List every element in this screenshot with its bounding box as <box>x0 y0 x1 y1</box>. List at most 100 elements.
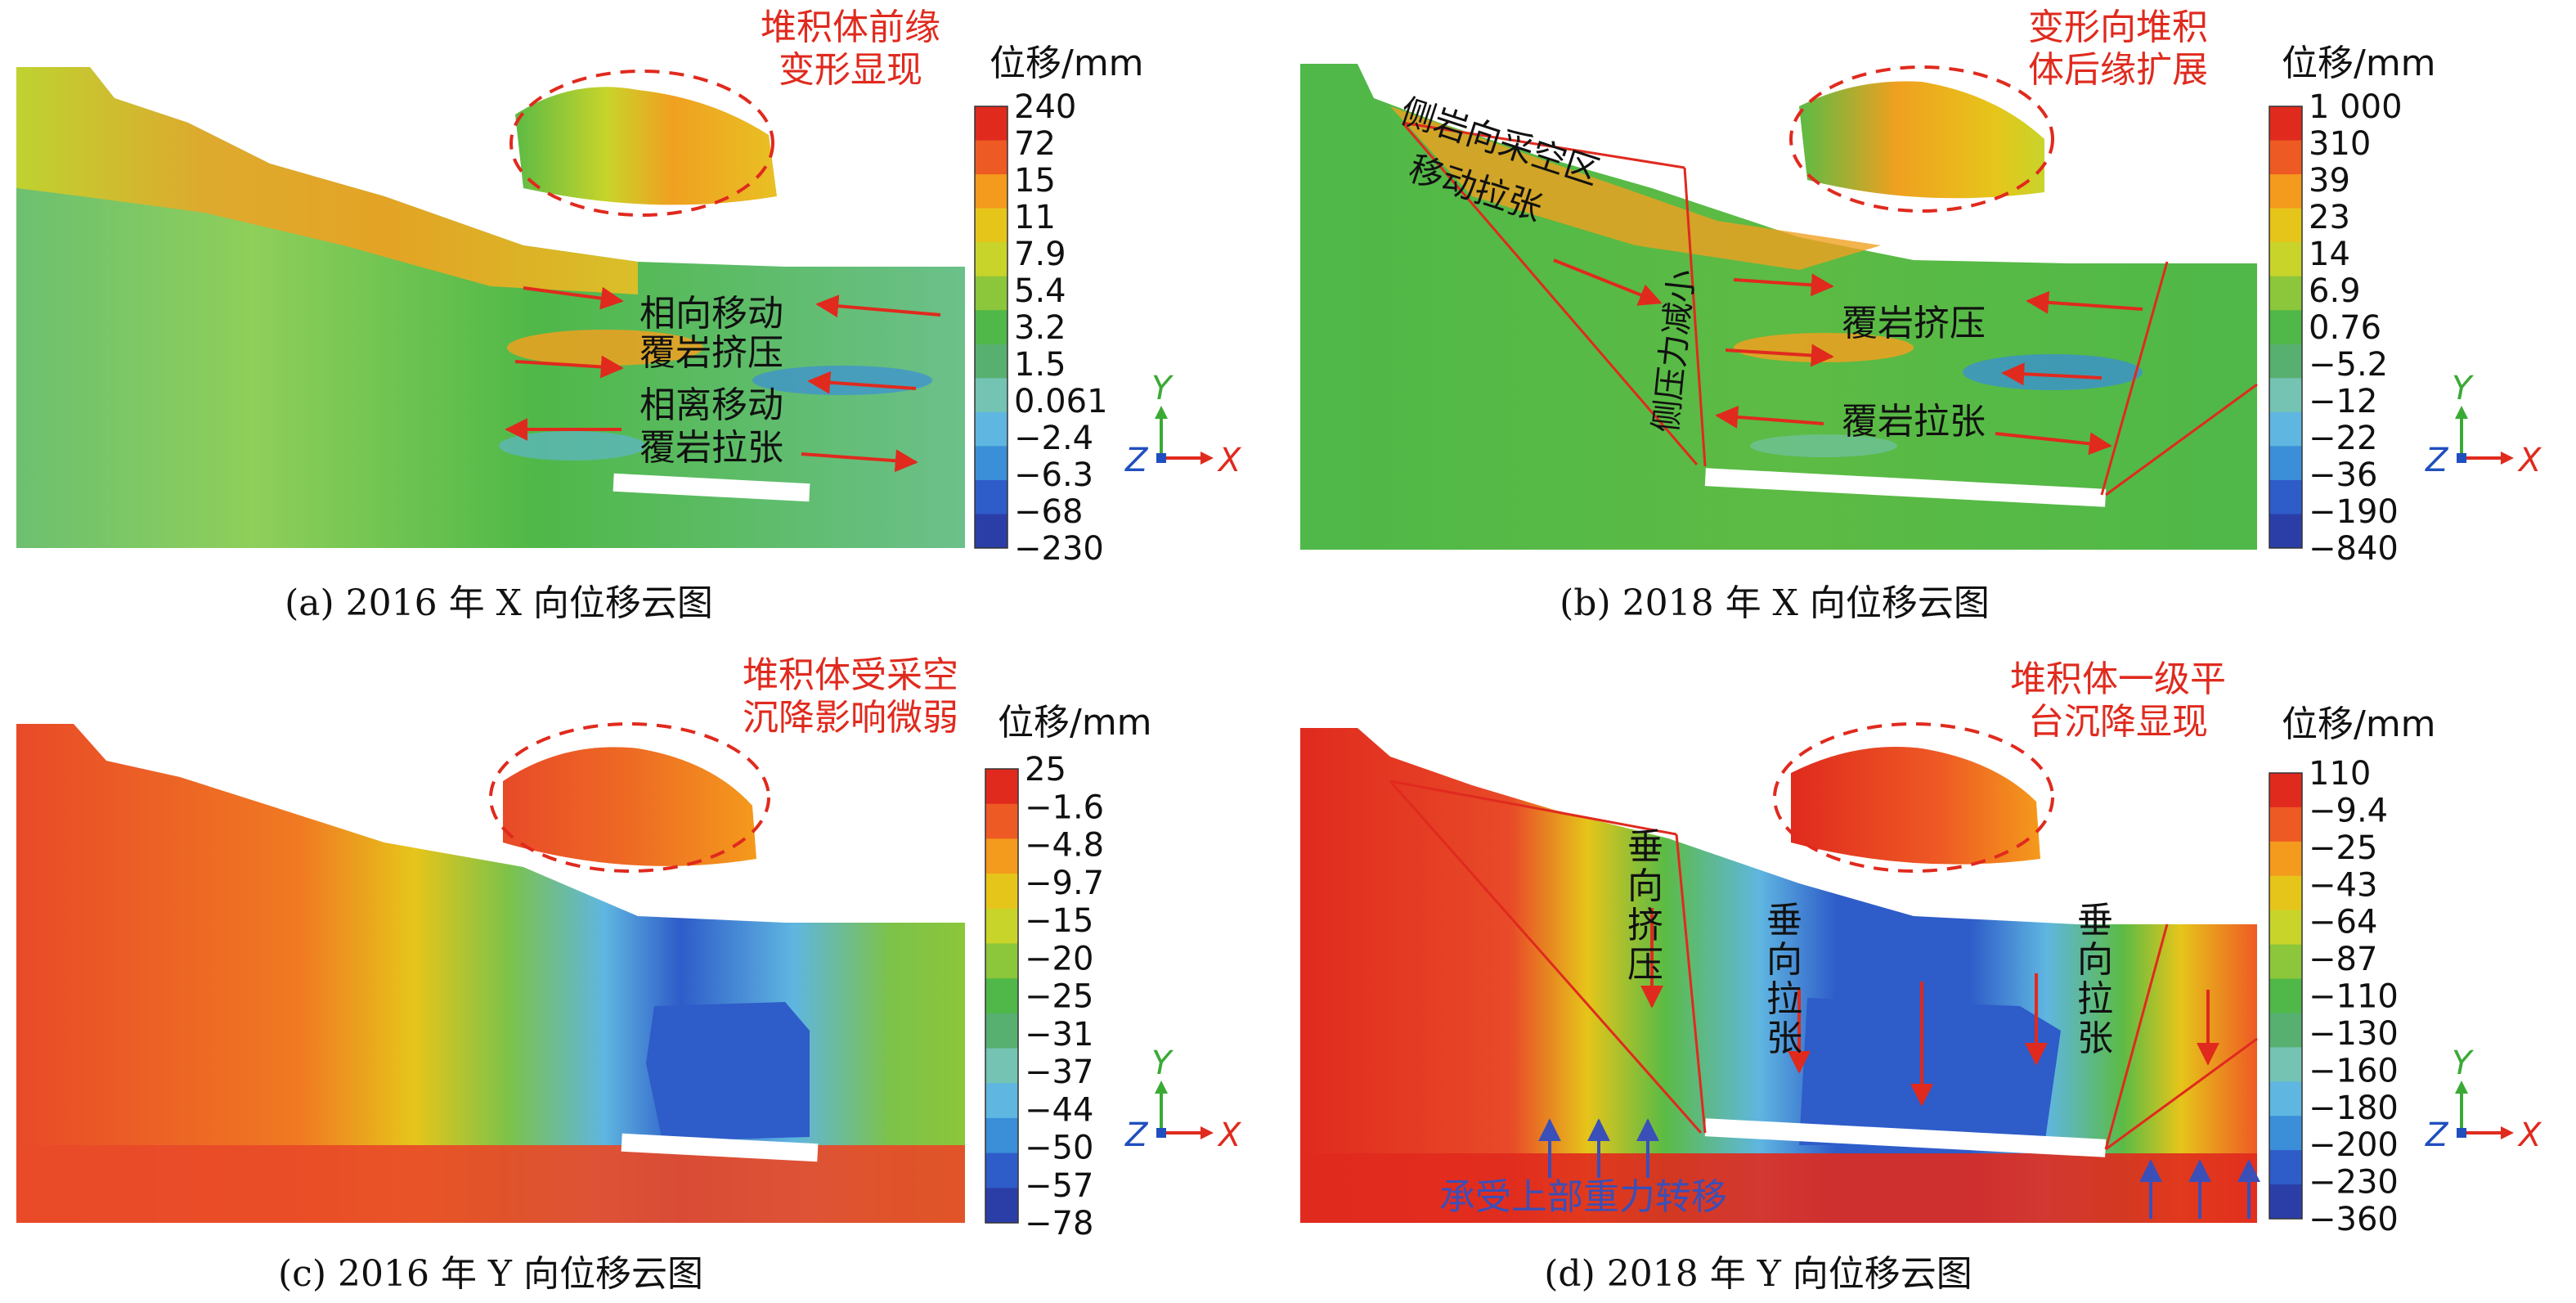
legend-value: 15 <box>1014 162 1056 200</box>
annotation-b-line1: 变形向堆积 <box>2028 7 2208 48</box>
inset-ellipse-c <box>489 722 770 873</box>
legend-swatch <box>2269 310 2302 345</box>
legend-swatch <box>975 446 1008 481</box>
z-axis-label: Z <box>1124 1117 1149 1154</box>
legend-swatch <box>985 1188 1018 1224</box>
label-d-2: 垂向拉张 <box>2077 900 2113 1059</box>
legend-swatch <box>975 479 1008 514</box>
legend-value: −87 <box>2309 941 2377 978</box>
legend-swatch <box>985 1083 1018 1119</box>
legend-value: −64 <box>2309 904 2377 941</box>
legend-swatch <box>975 276 1008 311</box>
legend-swatch <box>2269 378 2302 413</box>
y-arrowhead <box>1155 1081 1168 1094</box>
legend-swatch <box>985 874 1018 910</box>
caption-d: (d) 2018 年 Y 向位移云图 <box>1544 1253 1972 1295</box>
legend-swatch <box>975 208 1008 243</box>
z-axis-label: Z <box>2425 442 2449 479</box>
y-axis-label: Y <box>1151 1045 1174 1082</box>
legend-swatch <box>985 1048 1018 1084</box>
legend-value: −22 <box>2309 420 2377 457</box>
legend-value: 6.9 <box>2309 272 2361 310</box>
contour-plot-b <box>1300 64 2257 550</box>
legend-swatch <box>985 978 1018 1014</box>
legend-frame <box>985 768 1019 1224</box>
legend-value: −31 <box>1025 1016 1093 1054</box>
z-axis-marker <box>2457 453 2466 463</box>
contour-plot-c <box>16 724 965 1223</box>
axis-triad-c: YZ X <box>1124 1045 1242 1154</box>
caption-b: (b) 2018 年 X 向位移云图 <box>1560 582 1990 624</box>
legend-title-d: 位移/mm <box>2282 703 2436 745</box>
legend-swatch <box>985 908 1018 944</box>
caption-a: (a) 2016 年 X 向位移云图 <box>285 582 713 624</box>
legend-value: 25 <box>1025 751 1066 789</box>
contour-plot-d <box>1300 728 2257 1223</box>
inset-ellipse-b <box>1789 65 2054 213</box>
legend-value: −230 <box>2309 1164 2399 1202</box>
legend-swatch <box>975 174 1008 209</box>
legend-swatch <box>2269 1081 2302 1117</box>
annotation-c-line2: 沉降影响微弱 <box>743 697 958 739</box>
legend-value: −12 <box>2309 383 2377 420</box>
legend-swatch <box>985 769 1018 805</box>
label-d-3: 承受上部重力转移 <box>1439 1176 1727 1218</box>
legend-swatch <box>2269 344 2302 379</box>
legend-swatch <box>2269 1047 2302 1082</box>
legend-title-a: 位移/mm <box>990 43 1144 84</box>
legend-swatch <box>2269 944 2302 980</box>
legend-swatch <box>2269 446 2302 481</box>
legend-swatch <box>2269 208 2302 243</box>
label-a-1: 覆岩挤压 <box>640 332 783 374</box>
y-axis-label: Y <box>1151 370 1174 407</box>
legend-value: −44 <box>1025 1091 1093 1129</box>
label-b-4: 覆岩拉张 <box>1842 401 1986 443</box>
legend-value: −180 <box>2309 1090 2399 1127</box>
legend-frame <box>2269 106 2303 549</box>
legend-swatch <box>975 514 1008 549</box>
legend-value: 240 <box>1014 88 1076 126</box>
annotation-a-line2: 变形显现 <box>779 49 922 91</box>
legend-c: 25−1.6−4.8−9.7−15−20−25−31−37−44−50−57−7… <box>985 751 1104 1242</box>
arrows-d-red <box>1640 908 2219 1107</box>
legend-value: −840 <box>2309 530 2399 568</box>
legend-value: −110 <box>2309 978 2399 1016</box>
legend-value: 14 <box>2309 236 2350 273</box>
legend-swatch <box>2269 106 2302 142</box>
legend-value: −9.7 <box>1025 865 1104 902</box>
annotation-c-line1: 堆积体受采空 <box>743 654 958 696</box>
legend-value: −37 <box>1025 1054 1093 1091</box>
annotation-b-line2: 体后缘扩展 <box>2028 49 2208 91</box>
y-arrowhead <box>2455 406 2468 419</box>
annotation-d-line1: 堆积体一级平 <box>2010 658 2226 700</box>
x-arrowhead <box>1200 1126 1214 1139</box>
y-arrowhead <box>2455 1081 2468 1094</box>
legend-value: 310 <box>2309 125 2371 163</box>
legend-swatch <box>2269 1184 2302 1220</box>
label-d-0: 垂向挤压 <box>1627 826 1663 986</box>
legend-swatch <box>2269 875 2302 911</box>
legend-a: 2407215117.95.43.21.50.061−2.4−6.3−68−23… <box>974 88 1108 568</box>
legend-frame <box>2269 772 2303 1220</box>
legend-value: 0.061 <box>1014 383 1108 420</box>
annotation-a-line1: 堆积体前缘 <box>761 7 940 48</box>
legend-value: 0.76 <box>2309 309 2381 347</box>
legend-value: −230 <box>1014 530 1104 568</box>
legend-value: 5.4 <box>1014 272 1066 310</box>
legend-value: −36 <box>2309 456 2377 494</box>
inset-ellipse-d <box>1773 722 2054 873</box>
inset-ellipse-a <box>509 70 777 217</box>
legend-value: 39 <box>2309 162 2350 200</box>
legend-value: 23 <box>2309 199 2350 236</box>
x-arrowhead <box>1200 452 1214 465</box>
legend-swatch <box>975 344 1008 379</box>
legend-swatch <box>2269 807 2302 842</box>
legend-swatch <box>2269 1013 2302 1048</box>
legend-swatch <box>2269 841 2302 877</box>
legend-swatch <box>985 803 1018 839</box>
annotation-d-line2: 台沉降显现 <box>2028 701 2208 743</box>
legend-value: 3.2 <box>1014 309 1066 347</box>
label-a-3: 覆岩拉张 <box>640 427 783 469</box>
legend-frame <box>974 106 1008 549</box>
legend-swatch <box>2269 910 2302 946</box>
